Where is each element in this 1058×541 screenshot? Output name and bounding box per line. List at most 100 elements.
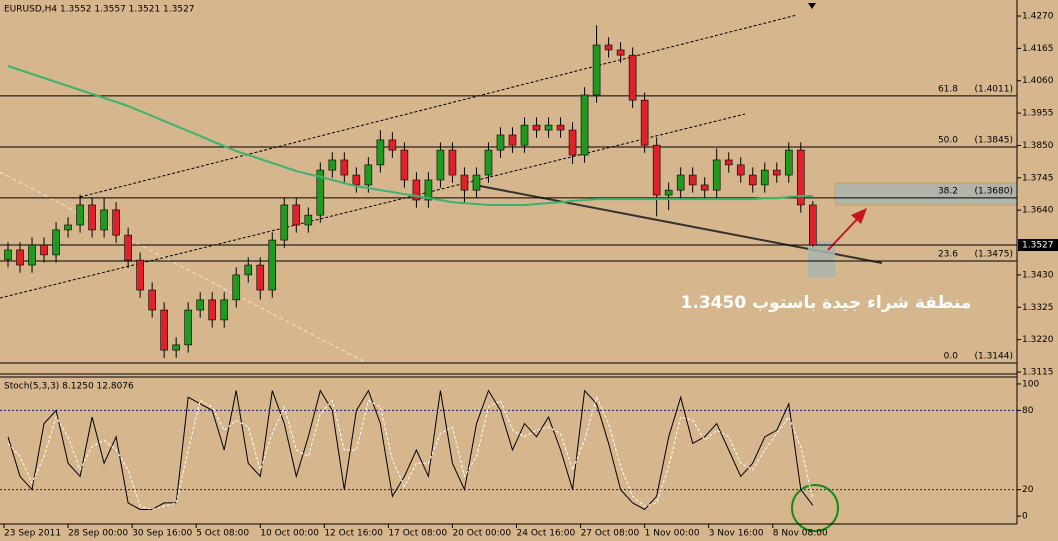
candle-body: [376, 139, 385, 166]
candle-body: [328, 159, 337, 171]
candle-body: [4, 249, 12, 260]
marker: [808, 3, 816, 9]
x-tick-label: 3 Nov 16:00: [709, 529, 764, 539]
fib-price: (1.3845): [974, 136, 1013, 146]
candle-body: [136, 259, 144, 291]
candle-body: [388, 139, 397, 151]
candle-body: [304, 214, 313, 226]
candle-body: [124, 234, 132, 261]
candle-body: [16, 249, 24, 266]
candle-body: [220, 299, 229, 321]
stoch-line: [7, 389, 814, 511]
arrow: [827, 215, 861, 251]
y-tick-label: 1.4165: [1022, 44, 1054, 54]
fib-level: 0.0: [944, 352, 959, 362]
candle-body: [652, 144, 661, 196]
candle-body: [736, 164, 745, 176]
candle-body: [784, 149, 793, 176]
y-tick-label: 1.3430: [1022, 270, 1054, 280]
fib-level: 61.8: [938, 84, 958, 94]
candle-body: [520, 124, 529, 146]
x-tick-label: 27 Oct 08:00: [581, 529, 640, 539]
x-tick-label: 17 Oct 08:00: [388, 529, 447, 539]
x-tick-label: 24 Oct 16:00: [517, 529, 576, 539]
candle-body: [604, 44, 613, 51]
x-tick-label: 10 Oct 00:00: [260, 529, 319, 539]
candle-body: [808, 204, 817, 246]
candle-body: [460, 174, 469, 191]
candle-body: [172, 344, 180, 351]
fib-level: 50.0: [938, 136, 958, 146]
candle-body: [64, 224, 72, 231]
candle-body: [616, 49, 625, 56]
x-tick-label: 30 Sep 16:00: [132, 529, 192, 539]
candle-body: [28, 244, 36, 266]
annotation: منطقة شراء جيدة باستوب 1.3450: [681, 293, 972, 313]
candle-body: [796, 149, 805, 206]
candle-body: [76, 204, 84, 226]
candle-body: [268, 239, 277, 291]
y-tick-label: 1.3325: [1022, 303, 1054, 313]
last-price-label: 1.3527: [1022, 241, 1054, 251]
fib-price: (1.3680): [974, 186, 1013, 196]
candle-body: [292, 204, 301, 226]
fib-level: 38.2: [938, 186, 958, 196]
indicator-title: Stoch(5,3,3) 8.1250 12.8076: [4, 382, 134, 392]
candle-body: [340, 159, 349, 176]
candle-body: [112, 209, 120, 236]
candle-body: [316, 169, 325, 216]
stoch-line: [7, 395, 814, 511]
chart-title: EURUSD,H4 1.3552 1.3557 1.3521 1.3527: [4, 5, 195, 15]
y-tick-label: 1.4060: [1022, 76, 1054, 86]
y-tick-label: 100: [1022, 379, 1039, 389]
y-tick-label: 1.3850: [1022, 141, 1054, 151]
candle-body: [496, 134, 505, 151]
x-tick-label: 8 Nov 08:00: [773, 529, 828, 539]
x-tick-label: 1 Nov 00:00: [645, 529, 700, 539]
channel-line: [0, 113, 746, 299]
candle-body: [472, 174, 481, 191]
candle-body: [580, 94, 589, 156]
candle-body: [448, 149, 457, 176]
candle-body: [232, 274, 241, 301]
candle-body: [280, 204, 289, 241]
candle-body: [628, 54, 637, 101]
candle-body: [568, 129, 577, 156]
x-tick-label: 20 Oct 00:00: [452, 529, 511, 539]
candle-body: [424, 179, 433, 201]
y-tick-label: 80: [1022, 406, 1034, 416]
candle-body: [664, 189, 673, 196]
candle-body: [352, 174, 361, 186]
x-tick-label: 28 Sep 00:00: [68, 529, 128, 539]
candle-body: [100, 209, 108, 231]
candle-body: [676, 174, 685, 191]
candle-body: [40, 244, 48, 256]
candle-body: [184, 309, 192, 346]
candle-body: [244, 264, 253, 276]
y-tick-label: 1.3640: [1022, 206, 1054, 216]
candle-body: [724, 159, 733, 166]
candle-body: [160, 309, 168, 351]
candle-body: [196, 299, 204, 311]
candle-body: [400, 149, 409, 181]
candle-body: [484, 149, 493, 176]
y-tick-label: 1.4270: [1022, 12, 1054, 22]
fib-price: (1.3144): [974, 352, 1013, 362]
y-tick-label: 1.3220: [1022, 335, 1054, 345]
candle-body: [52, 229, 60, 256]
candle-body: [544, 124, 553, 131]
candle-body: [256, 264, 265, 291]
last-price-box: [1018, 239, 1058, 252]
x-tick-label: 12 Oct 16:00: [324, 529, 383, 539]
candle-body: [640, 99, 649, 146]
y-tick-label: 1.3955: [1022, 109, 1054, 119]
fib-price: (1.3475): [974, 250, 1013, 260]
candle-body: [688, 174, 697, 186]
candle-body: [760, 169, 769, 186]
candle-body: [712, 159, 721, 191]
candle-body: [412, 179, 421, 201]
candle-body: [508, 134, 517, 146]
fib-price: (1.4011): [974, 84, 1013, 94]
y-tick-label: 1.3115: [1022, 368, 1054, 378]
